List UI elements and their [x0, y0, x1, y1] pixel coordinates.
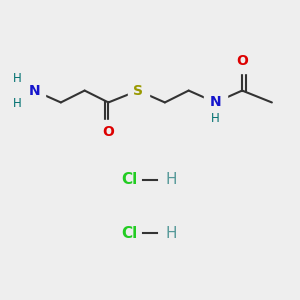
Text: N: N	[28, 84, 40, 98]
Text: N: N	[210, 95, 221, 110]
Text: H: H	[14, 72, 22, 85]
Text: O: O	[236, 54, 248, 68]
Text: S: S	[133, 84, 143, 98]
Text: O: O	[103, 125, 114, 139]
Text: H: H	[165, 172, 177, 187]
Text: H: H	[211, 112, 220, 125]
Text: Cl: Cl	[121, 172, 137, 187]
Text: H: H	[165, 226, 177, 241]
Text: H: H	[14, 98, 22, 110]
Text: Cl: Cl	[121, 226, 137, 241]
